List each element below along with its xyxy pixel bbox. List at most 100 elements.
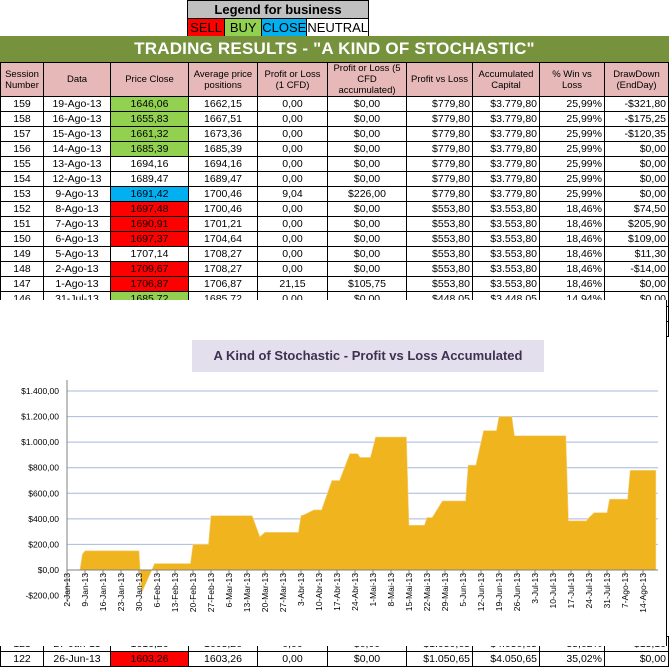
- cell-win-pct[interactable]: 25,99%: [539, 156, 605, 172]
- cell-pl-5cfd[interactable]: $226,00: [327, 186, 407, 202]
- cell-avg-price[interactable]: 1700,46: [188, 201, 258, 217]
- cell-session[interactable]: 149: [0, 246, 44, 262]
- cell-avg-price[interactable]: 1701,21: [188, 216, 258, 232]
- cell-price-close[interactable]: 1697,48: [110, 201, 189, 217]
- cell-profit-vs-loss[interactable]: $553,80: [406, 261, 473, 277]
- cell-date[interactable]: 8-Ago-13: [43, 201, 111, 217]
- cell-pl-5cfd[interactable]: $0,00: [327, 96, 407, 112]
- cell-avg-price[interactable]: 1708,27: [188, 246, 258, 262]
- cell-profit-vs-loss[interactable]: $553,80: [406, 246, 473, 262]
- cell-price-close[interactable]: 1709,67: [110, 261, 189, 277]
- cell-session[interactable]: 154: [0, 171, 44, 187]
- cell-capital[interactable]: $3.779,80: [472, 111, 540, 127]
- cell-session[interactable]: 156: [0, 141, 44, 157]
- cell-profit-vs-loss[interactable]: $553,80: [406, 231, 473, 247]
- cell-drawdown[interactable]: $0,00: [604, 141, 669, 157]
- cell-date[interactable]: 2-Ago-13: [43, 261, 111, 277]
- cell-date[interactable]: 14-Ago-13: [43, 141, 111, 157]
- cell-drawdown[interactable]: $0,00: [604, 276, 669, 292]
- cell-avg-price[interactable]: 1704,64: [188, 231, 258, 247]
- cell-profit-vs-loss[interactable]: $779,80: [406, 156, 473, 172]
- cell-profit-vs-loss[interactable]: $553,80: [406, 276, 473, 292]
- cell-pl-1cfd[interactable]: 0,00: [257, 126, 328, 142]
- cell-session[interactable]: 157: [0, 126, 44, 142]
- cell-profit-vs-loss[interactable]: $779,80: [406, 126, 473, 142]
- cell-session[interactable]: 158: [0, 111, 44, 127]
- cell-price-close[interactable]: 1706,87: [110, 276, 189, 292]
- cell-win-pct[interactable]: 25,99%: [539, 141, 605, 157]
- cell-capital[interactable]: $3.553,80: [472, 261, 540, 277]
- cell-date[interactable]: 19-Ago-13: [43, 96, 111, 112]
- cell-avg-price[interactable]: 1662,15: [188, 96, 258, 112]
- cell-win-pct[interactable]: 18,46%: [539, 276, 605, 292]
- cell-capital[interactable]: $3.553,80: [472, 231, 540, 247]
- cell-pl-1cfd[interactable]: 0,00: [257, 141, 328, 157]
- cell-pl-5cfd[interactable]: $0,00: [327, 261, 407, 277]
- cell-capital[interactable]: $3.779,80: [472, 186, 540, 202]
- cell-pl-1cfd[interactable]: 0,00: [257, 201, 328, 217]
- cell-profit-vs-loss[interactable]: $779,80: [406, 96, 473, 112]
- cell-price-close[interactable]: 1697,37: [110, 231, 189, 247]
- cell-pl-1cfd[interactable]: 0,00: [257, 651, 328, 667]
- column-header[interactable]: Profit or Loss (1 CFD): [257, 62, 328, 97]
- cell-pl-5cfd[interactable]: $0,00: [327, 651, 407, 667]
- cell-capital[interactable]: $3.553,80: [472, 276, 540, 292]
- cell-date[interactable]: 6-Ago-13: [43, 231, 111, 247]
- cell-pl-1cfd[interactable]: 0,00: [257, 156, 328, 172]
- column-header[interactable]: Average price positions: [188, 62, 258, 97]
- cell-win-pct[interactable]: 18,46%: [539, 231, 605, 247]
- cell-profit-vs-loss[interactable]: $779,80: [406, 186, 473, 202]
- cell-pl-5cfd[interactable]: $0,00: [327, 216, 407, 232]
- cell-date[interactable]: 16-Ago-13: [43, 111, 111, 127]
- cell-pl-5cfd[interactable]: $0,00: [327, 126, 407, 142]
- cell-profit-vs-loss[interactable]: $1.050,65: [406, 651, 473, 667]
- cell-drawdown[interactable]: $74,50: [604, 201, 669, 217]
- cell-win-pct[interactable]: 18,46%: [539, 216, 605, 232]
- cell-session[interactable]: 148: [0, 261, 44, 277]
- cell-session[interactable]: 122: [0, 651, 44, 667]
- cell-pl-5cfd[interactable]: $105,75: [327, 276, 407, 292]
- cell-session[interactable]: 159: [0, 96, 44, 112]
- cell-avg-price[interactable]: 1706,87: [188, 276, 258, 292]
- cell-win-pct[interactable]: 18,46%: [539, 201, 605, 217]
- cell-pl-5cfd[interactable]: $0,00: [327, 141, 407, 157]
- cell-price-close[interactable]: 1690,91: [110, 216, 189, 232]
- cell-price-close[interactable]: 1603,26: [110, 651, 189, 667]
- cell-win-pct[interactable]: 18,46%: [539, 261, 605, 277]
- cell-drawdown[interactable]: $109,00: [604, 231, 669, 247]
- cell-date[interactable]: 5-Ago-13: [43, 246, 111, 262]
- cell-session[interactable]: 147: [0, 276, 44, 292]
- cell-pl-5cfd[interactable]: $0,00: [327, 246, 407, 262]
- column-header[interactable]: Profit or Loss (5 CFD accumulated): [327, 62, 407, 97]
- cell-session[interactable]: 151: [0, 216, 44, 232]
- cell-session[interactable]: 155: [0, 156, 44, 172]
- cell-capital[interactable]: $3.553,80: [472, 246, 540, 262]
- cell-drawdown[interactable]: -$14,00: [604, 261, 669, 277]
- cell-drawdown[interactable]: -$321,80: [604, 96, 669, 112]
- cell-drawdown[interactable]: $0,00: [604, 156, 669, 172]
- cell-avg-price[interactable]: 1700,46: [188, 186, 258, 202]
- cell-capital[interactable]: $3.779,80: [472, 156, 540, 172]
- cell-pl-5cfd[interactable]: $0,00: [327, 156, 407, 172]
- cell-date[interactable]: 1-Ago-13: [43, 276, 111, 292]
- cell-price-close[interactable]: 1694,16: [110, 156, 189, 172]
- cell-date[interactable]: 13-Ago-13: [43, 156, 111, 172]
- column-header[interactable]: Price Close: [110, 62, 189, 97]
- cell-capital[interactable]: $3.553,80: [472, 201, 540, 217]
- cell-drawdown[interactable]: $0,00: [604, 651, 669, 667]
- cell-avg-price[interactable]: 1673,36: [188, 126, 258, 142]
- cell-pl-1cfd[interactable]: 0,00: [257, 96, 328, 112]
- profit-chart[interactable]: -$200,00 $0,00 $200,00 $400,00 $600,00 $800,0…: [0, 300, 667, 646]
- cell-price-close[interactable]: 1655,83: [110, 111, 189, 127]
- cell-avg-price[interactable]: 1685,39: [188, 141, 258, 157]
- cell-avg-price[interactable]: 1694,16: [188, 156, 258, 172]
- column-header[interactable]: Profit vs Loss: [406, 62, 473, 97]
- cell-pl-5cfd[interactable]: $0,00: [327, 201, 407, 217]
- cell-drawdown[interactable]: -$120,35: [604, 126, 669, 142]
- cell-avg-price[interactable]: 1689,47: [188, 171, 258, 187]
- cell-drawdown[interactable]: -$175,25: [604, 111, 669, 127]
- column-header[interactable]: % Win vs Loss: [539, 62, 605, 97]
- cell-avg-price[interactable]: 1667,51: [188, 111, 258, 127]
- cell-price-close[interactable]: 1646,06: [110, 96, 189, 112]
- cell-date[interactable]: 15-Ago-13: [43, 126, 111, 142]
